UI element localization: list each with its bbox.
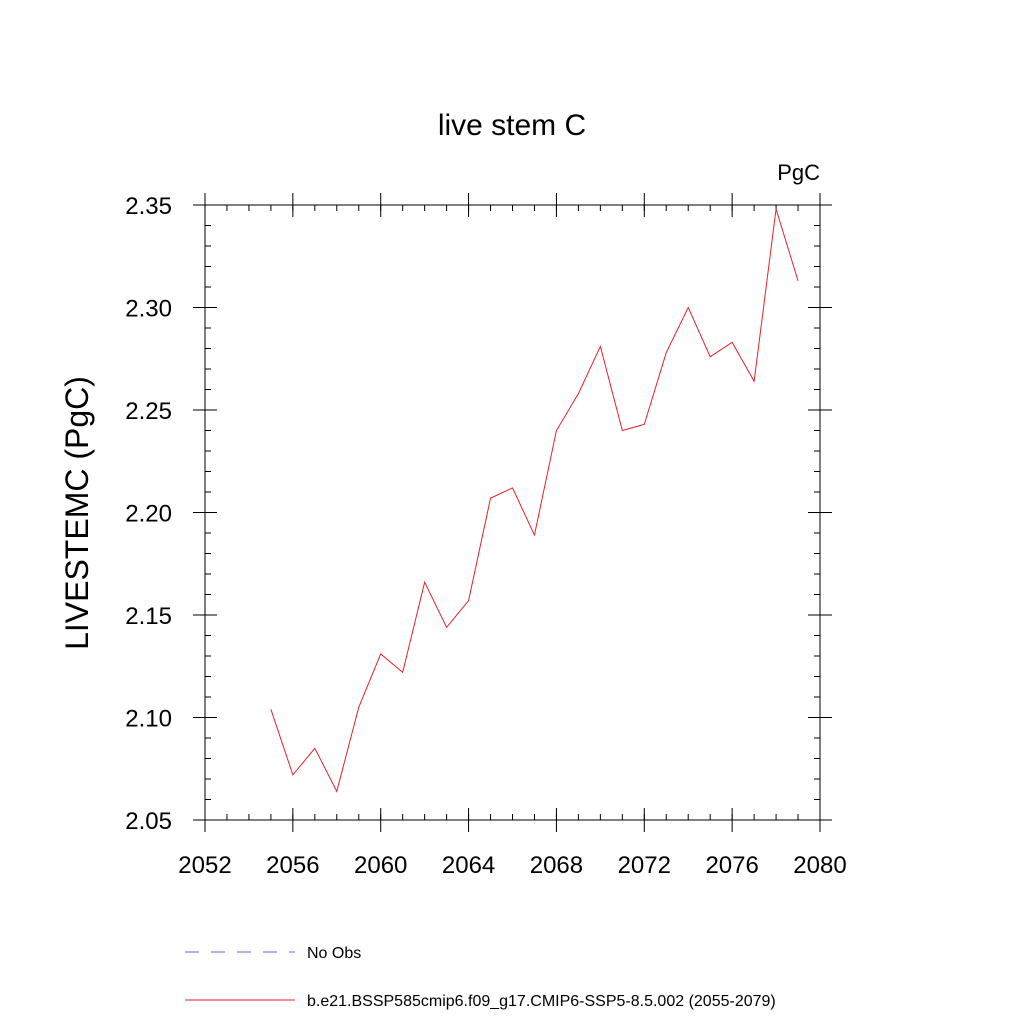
legend: No Obs b.e21.BSSP585cmip6.f09_g17.CMIP6-… bbox=[185, 945, 776, 1010]
y-tick-label: 2.15 bbox=[125, 603, 172, 630]
x-tick-label: 2052 bbox=[178, 852, 231, 879]
x-tick-labels: 2052 2056 2060 2064 2068 2072 2076 2080 bbox=[178, 852, 846, 879]
x-tick-label: 2068 bbox=[530, 852, 583, 879]
x-tick-label: 2072 bbox=[618, 852, 671, 879]
major-ticks bbox=[193, 193, 832, 832]
legend-label-model-series: b.e21.BSSP585cmip6.f09_g17.CMIP6-SSP5-8.… bbox=[307, 993, 776, 1010]
series-line bbox=[270, 208, 799, 793]
legend-label-no-obs: No Obs bbox=[307, 945, 361, 962]
y-tick-label: 2.05 bbox=[125, 808, 172, 835]
units-label: PgC bbox=[777, 160, 820, 185]
y-tick-label: 2.25 bbox=[125, 398, 172, 425]
chart-title: live stem C bbox=[438, 109, 586, 142]
y-tick-label: 2.35 bbox=[125, 193, 172, 220]
x-tick-label: 2056 bbox=[266, 852, 319, 879]
y-axis-label: LIVESTEMC (PgC) bbox=[59, 376, 95, 650]
plot-frame bbox=[204, 204, 821, 821]
x-tick-label: 2064 bbox=[442, 852, 495, 879]
y-tick-label: 2.30 bbox=[125, 296, 172, 323]
x-tick-label: 2060 bbox=[354, 852, 407, 879]
series-layer bbox=[270, 208, 799, 793]
x-tick-label: 2080 bbox=[793, 852, 846, 879]
x-tick-label: 2076 bbox=[705, 852, 758, 879]
y-tick-label: 2.20 bbox=[125, 501, 172, 528]
y-tick-labels: 2.05 2.10 2.15 2.20 2.25 2.30 2.35 bbox=[125, 193, 172, 835]
minor-ticks bbox=[204, 204, 821, 821]
y-tick-label: 2.10 bbox=[125, 706, 172, 733]
